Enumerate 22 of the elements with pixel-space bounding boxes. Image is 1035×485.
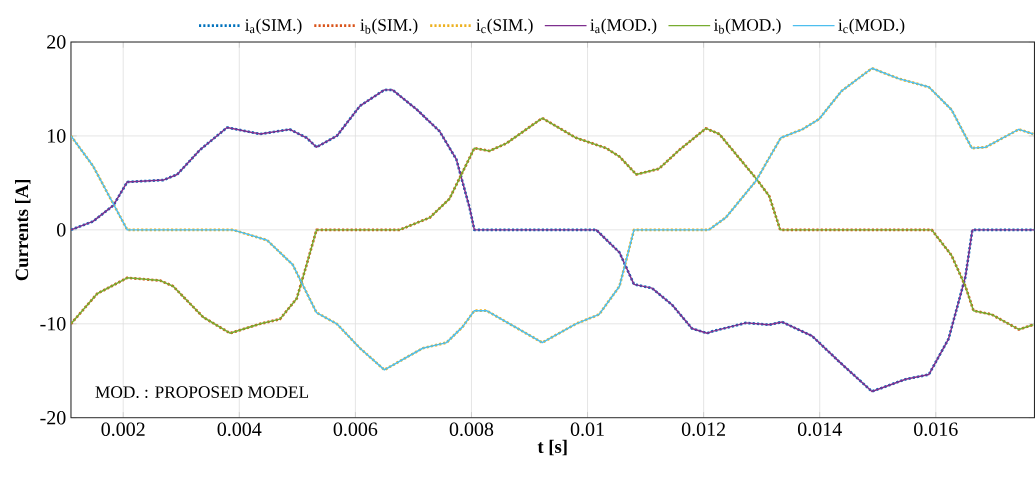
y-tick-label: -10 — [40, 317, 66, 331]
legend-label: i$_{c}$(MOD.) — [838, 18, 905, 35]
legend-label: i$_{a}$(SIM.) — [245, 18, 302, 35]
y-tick-label: 0 — [57, 223, 66, 237]
y-axis-title: Currents [A] — [15, 180, 31, 281]
y-tick-label: 20 — [47, 35, 66, 49]
x-tick-label: 0.004 — [217, 422, 262, 437]
legend-label: i$_{b}$(SIM.) — [360, 18, 418, 35]
x-tick-label: 0.012 — [681, 422, 725, 437]
x-axis-title: t [s] — [537, 439, 567, 456]
annotation: MOD. : PROPOSED MODEL — [95, 386, 309, 399]
x-tick-label: 0.016 — [914, 422, 958, 437]
y-tick-label: 10 — [48, 129, 66, 143]
legend-label: i$_{a}$(MOD.) — [590, 18, 657, 35]
legend-label: i$_{b}$(MOD.) — [713, 18, 781, 35]
legend-label: i$_{c}$(SIM.) — [476, 18, 533, 35]
x-tick-label: 0.01 — [570, 422, 604, 437]
x-tick-label: 0.014 — [797, 422, 842, 437]
y-tick-label: -20 — [40, 411, 66, 425]
x-tick-label: 0.008 — [449, 422, 494, 437]
x-tick-label: 0.006 — [333, 422, 378, 437]
x-tick-label: 0.002 — [101, 422, 145, 437]
